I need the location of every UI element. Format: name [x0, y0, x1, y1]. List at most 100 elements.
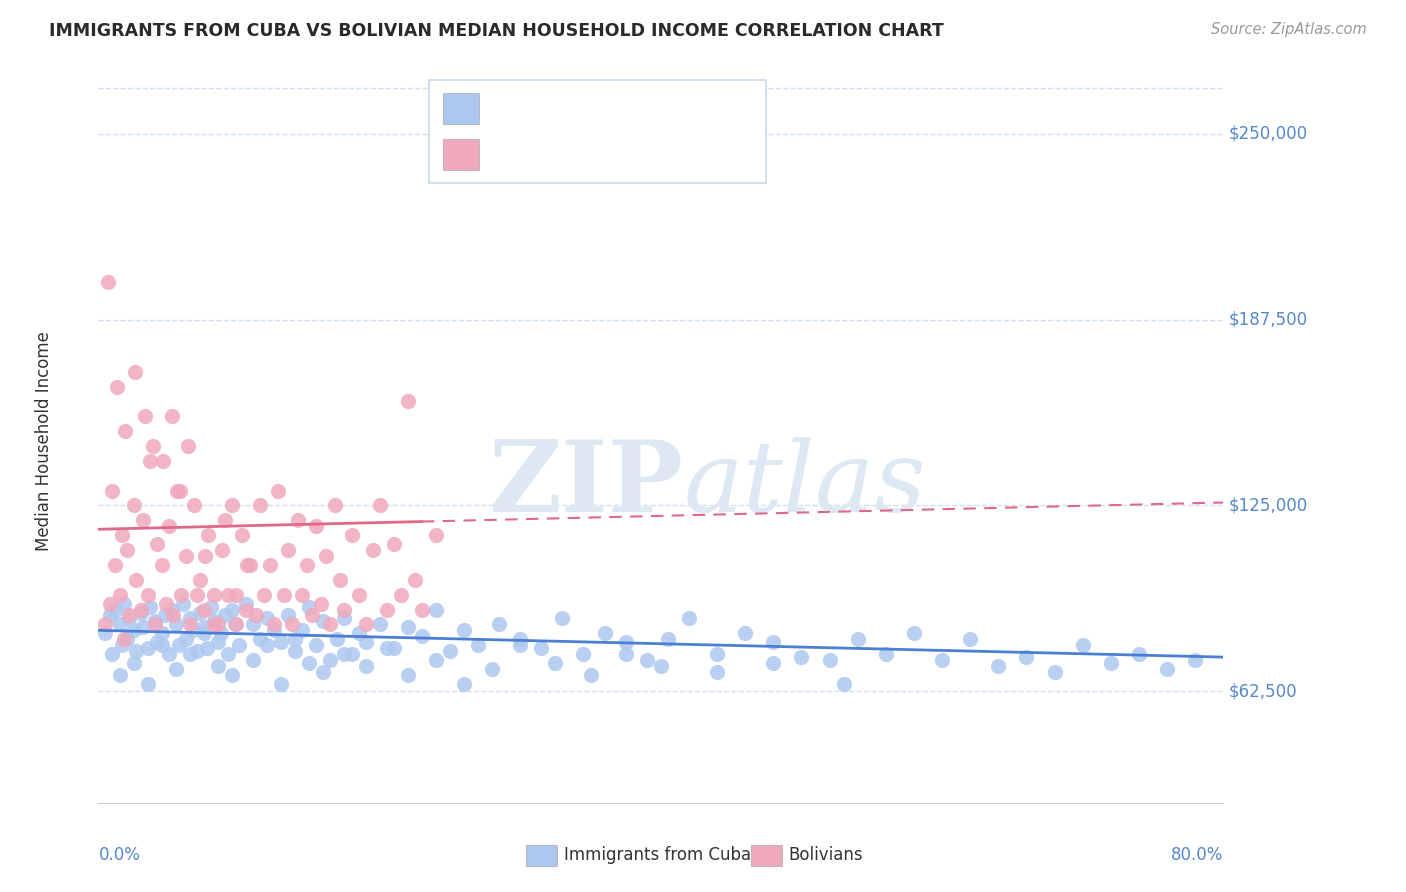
Text: R =: R =	[485, 99, 524, 118]
Text: 0.022: 0.022	[530, 145, 586, 163]
Point	[217, 647, 239, 661]
Point	[298, 599, 321, 614]
Point	[281, 617, 304, 632]
Point	[382, 641, 405, 656]
Point	[329, 573, 352, 587]
Point	[183, 499, 205, 513]
Point	[177, 439, 200, 453]
Point	[209, 626, 232, 640]
Point	[146, 635, 169, 649]
Point	[287, 513, 309, 527]
Point	[333, 647, 356, 661]
Point	[263, 617, 285, 632]
Point	[579, 668, 602, 682]
Point	[832, 677, 855, 691]
Point	[98, 597, 121, 611]
Point	[179, 617, 201, 632]
Point	[396, 620, 419, 634]
Point	[112, 597, 135, 611]
Point	[188, 573, 211, 587]
Point	[291, 588, 314, 602]
Point	[333, 611, 356, 625]
Point	[236, 558, 259, 572]
Text: $250,000: $250,000	[1229, 125, 1308, 143]
Point	[425, 653, 447, 667]
Point	[160, 602, 183, 616]
Point	[256, 638, 278, 652]
Point	[231, 528, 253, 542]
Text: $187,500: $187,500	[1229, 310, 1308, 328]
Point	[179, 611, 201, 625]
Point	[273, 588, 295, 602]
Point	[340, 528, 363, 542]
Point	[136, 588, 159, 602]
Point	[326, 632, 349, 647]
Point	[115, 632, 138, 647]
Point	[295, 558, 318, 572]
Point	[396, 668, 419, 682]
Point	[382, 537, 405, 551]
Text: Source: ZipAtlas.com: Source: ZipAtlas.com	[1211, 22, 1367, 37]
Point	[903, 626, 925, 640]
Point	[270, 677, 292, 691]
Point	[439, 644, 461, 658]
Point	[312, 615, 335, 629]
Point	[277, 608, 299, 623]
Point	[122, 656, 145, 670]
Point	[277, 543, 299, 558]
Point	[636, 653, 658, 667]
Point	[544, 656, 567, 670]
Point	[481, 662, 503, 676]
Point	[846, 632, 869, 647]
Point	[572, 647, 595, 661]
Point	[155, 597, 177, 611]
Point	[790, 650, 813, 665]
Point	[114, 424, 136, 438]
Point	[157, 519, 180, 533]
Point	[167, 638, 190, 652]
Point	[129, 606, 152, 620]
Point	[259, 558, 281, 572]
Point	[193, 626, 215, 640]
Point	[488, 617, 510, 632]
Point	[153, 608, 176, 623]
Text: -0.124: -0.124	[530, 99, 595, 118]
Text: $125,000: $125,000	[1229, 497, 1308, 515]
Point	[112, 632, 135, 647]
Point	[389, 588, 412, 602]
Point	[614, 635, 637, 649]
Point	[221, 668, 243, 682]
Point	[305, 519, 328, 533]
Point	[152, 454, 174, 468]
Point	[94, 617, 117, 632]
Text: IMMIGRANTS FROM CUBA VS BOLIVIAN MEDIAN HOUSEHOLD INCOME CORRELATION CHART: IMMIGRANTS FROM CUBA VS BOLIVIAN MEDIAN …	[49, 22, 943, 40]
Point	[207, 659, 229, 673]
Point	[97, 276, 120, 290]
Point	[239, 558, 262, 572]
Point	[186, 588, 208, 602]
Point	[160, 409, 183, 424]
Point	[118, 608, 141, 623]
Point	[315, 549, 337, 563]
Point	[284, 632, 307, 647]
Point	[361, 543, 384, 558]
Point	[425, 602, 447, 616]
Point	[108, 668, 131, 682]
Point	[319, 653, 342, 667]
Point	[142, 439, 165, 453]
Point	[211, 543, 233, 558]
Point	[256, 611, 278, 625]
Text: 80.0%: 80.0%	[1171, 847, 1223, 864]
Point	[132, 513, 155, 527]
Point	[165, 617, 187, 632]
Point	[181, 624, 204, 638]
Text: Median Household Income: Median Household Income	[35, 332, 53, 551]
Point	[143, 615, 166, 629]
Point	[411, 629, 433, 643]
Point	[118, 611, 141, 625]
Point	[122, 499, 145, 513]
Point	[411, 602, 433, 616]
Point	[235, 602, 257, 616]
Point	[111, 638, 134, 652]
Point	[270, 635, 292, 649]
